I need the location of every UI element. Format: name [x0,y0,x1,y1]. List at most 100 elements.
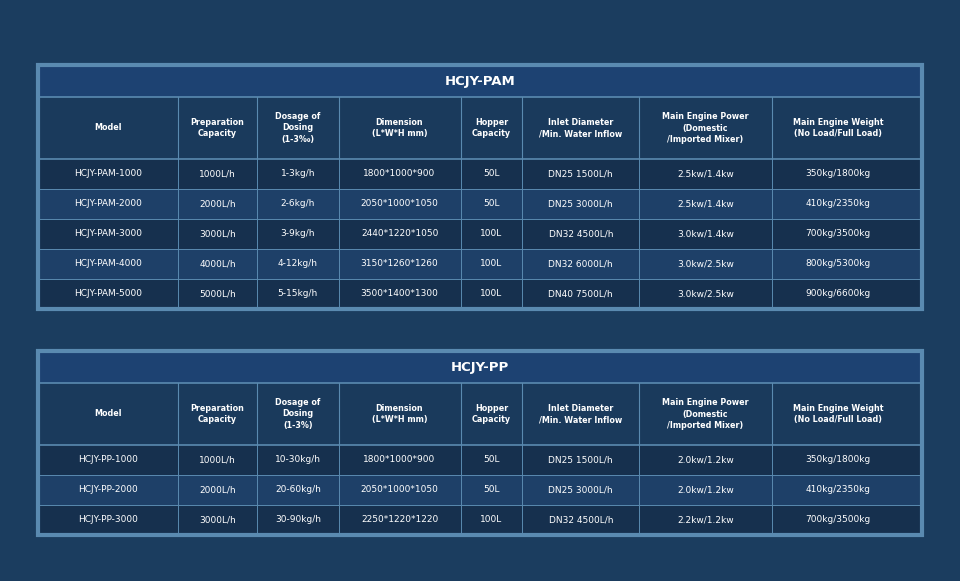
Text: 3150*1260*1260: 3150*1260*1260 [361,260,439,268]
Text: Dosage of
Dosing
(1-3‰): Dosage of Dosing (1-3‰) [276,112,321,144]
Text: Hopper
Capacity: Hopper Capacity [472,404,511,424]
Text: HCJY-PAM-3000: HCJY-PAM-3000 [74,229,142,238]
Text: 20-60kg/h: 20-60kg/h [275,486,321,494]
Text: Inlet Diameter
/Min. Water Inflow: Inlet Diameter /Min. Water Inflow [540,118,622,138]
Text: DN25 1500L/h: DN25 1500L/h [548,170,613,178]
Text: Main Engine Weight
(No Load/Full Load): Main Engine Weight (No Load/Full Load) [793,404,883,424]
Bar [38,159,922,189]
Text: HCJY-PAM-2000: HCJY-PAM-2000 [74,199,142,209]
Text: 2000L/h: 2000L/h [199,486,236,494]
Bar [38,445,922,475]
Text: 30-90kg/h: 30-90kg/h [275,515,321,525]
Text: 5000L/h: 5000L/h [199,289,236,299]
Text: 5-15kg/h: 5-15kg/h [277,289,318,299]
Text: Preparation
Capacity: Preparation Capacity [190,404,245,424]
Text: 2.5kw/1.4kw: 2.5kw/1.4kw [677,170,733,178]
Text: 3.0kw/2.5kw: 3.0kw/2.5kw [677,289,733,299]
Text: 2.5kw/1.4kw: 2.5kw/1.4kw [677,199,733,209]
Text: 700kg/3500kg: 700kg/3500kg [805,229,871,238]
Text: 2.0kw/1.2kw: 2.0kw/1.2kw [677,456,733,464]
Text: 50L: 50L [483,456,500,464]
Text: 1800*1000*900: 1800*1000*900 [364,456,436,464]
Bar [38,351,922,383]
Bar [38,279,922,309]
Text: 1000L/h: 1000L/h [199,456,236,464]
Text: HCJY-PP: HCJY-PP [451,360,509,374]
Bar [38,475,922,505]
Text: Hopper
Capacity: Hopper Capacity [472,118,511,138]
Bar [38,351,922,535]
Text: HCJY-PP-3000: HCJY-PP-3000 [78,515,138,525]
Bar [38,383,922,445]
Text: HCJY-PAM: HCJY-PAM [444,74,516,88]
Text: Model: Model [94,410,122,418]
Text: DN32 4500L/h: DN32 4500L/h [548,229,613,238]
Text: Dosage of
Dosing
(1-3%): Dosage of Dosing (1-3%) [276,399,321,429]
Text: HCJY-PAM-1000: HCJY-PAM-1000 [74,170,142,178]
Bar [38,65,922,97]
Text: Model: Model [94,124,122,132]
Text: 50L: 50L [483,486,500,494]
Text: 2000L/h: 2000L/h [199,199,236,209]
Text: Dimension
(L*W*H mm): Dimension (L*W*H mm) [372,404,427,424]
Bar [38,65,922,309]
Text: Main Engine Power
(Domestic
/Imported Mixer): Main Engine Power (Domestic /Imported Mi… [662,112,749,144]
Bar [38,351,922,535]
Text: 2.2kw/1.2kw: 2.2kw/1.2kw [677,515,733,525]
Text: 350kg/1800kg: 350kg/1800kg [805,170,871,178]
Text: DN40 7500L/h: DN40 7500L/h [548,289,613,299]
Text: 1800*1000*900: 1800*1000*900 [364,170,436,178]
Text: 4000L/h: 4000L/h [199,260,236,268]
Bar [38,97,922,159]
Text: Main Engine Weight
(No Load/Full Load): Main Engine Weight (No Load/Full Load) [793,118,883,138]
Text: DN25 3000L/h: DN25 3000L/h [548,486,613,494]
Text: 50L: 50L [483,170,500,178]
Text: 3000L/h: 3000L/h [199,515,236,525]
Text: Preparation
Capacity: Preparation Capacity [190,118,245,138]
Text: Inlet Diameter
/Min. Water Inflow: Inlet Diameter /Min. Water Inflow [540,404,622,424]
Text: 3.0kw/1.4kw: 3.0kw/1.4kw [677,229,733,238]
Text: 2050*1000*1050: 2050*1000*1050 [361,486,439,494]
Text: 2440*1220*1050: 2440*1220*1050 [361,229,439,238]
Text: 1-3kg/h: 1-3kg/h [280,170,315,178]
Text: HCJY-PP-1000: HCJY-PP-1000 [78,456,138,464]
Text: 3.0kw/2.5kw: 3.0kw/2.5kw [677,260,733,268]
Text: 100L: 100L [480,289,503,299]
Text: DN25 1500L/h: DN25 1500L/h [548,456,613,464]
Text: 2-6kg/h: 2-6kg/h [280,199,315,209]
Text: 4-12kg/h: 4-12kg/h [277,260,318,268]
Bar [38,65,922,309]
Text: 100L: 100L [480,229,503,238]
Text: 700kg/3500kg: 700kg/3500kg [805,515,871,525]
Text: DN32 4500L/h: DN32 4500L/h [548,515,613,525]
Text: 3-9kg/h: 3-9kg/h [280,229,315,238]
Bar [38,65,922,309]
Text: 100L: 100L [480,260,503,268]
Text: 410kg/2350kg: 410kg/2350kg [805,199,871,209]
Text: 2050*1000*1050: 2050*1000*1050 [361,199,439,209]
Text: 2250*1220*1220: 2250*1220*1220 [361,515,438,525]
Text: HCJY-PP-2000: HCJY-PP-2000 [78,486,137,494]
Text: 100L: 100L [480,515,503,525]
Text: HCJY-PAM-4000: HCJY-PAM-4000 [74,260,142,268]
Text: 2.0kw/1.2kw: 2.0kw/1.2kw [677,486,733,494]
Text: 410kg/2350kg: 410kg/2350kg [805,486,871,494]
Text: DN25 3000L/h: DN25 3000L/h [548,199,613,209]
Text: 10-30kg/h: 10-30kg/h [275,456,321,464]
Text: Dimension
(L*W*H mm): Dimension (L*W*H mm) [372,118,427,138]
Bar [38,219,922,249]
Text: 3000L/h: 3000L/h [199,229,236,238]
Text: 900kg/6600kg: 900kg/6600kg [805,289,871,299]
Bar [38,249,922,279]
Text: Main Engine Power
(Domestic
/Imported Mixer): Main Engine Power (Domestic /Imported Mi… [662,399,749,429]
Text: 50L: 50L [483,199,500,209]
Text: 1000L/h: 1000L/h [199,170,236,178]
Bar [38,189,922,219]
Text: 3500*1400*1300: 3500*1400*1300 [361,289,439,299]
Text: 800kg/5300kg: 800kg/5300kg [805,260,871,268]
Text: DN32 6000L/h: DN32 6000L/h [548,260,613,268]
Bar [38,351,922,535]
Text: HCJY-PAM-5000: HCJY-PAM-5000 [74,289,142,299]
Bar [38,505,922,535]
Text: 350kg/1800kg: 350kg/1800kg [805,456,871,464]
